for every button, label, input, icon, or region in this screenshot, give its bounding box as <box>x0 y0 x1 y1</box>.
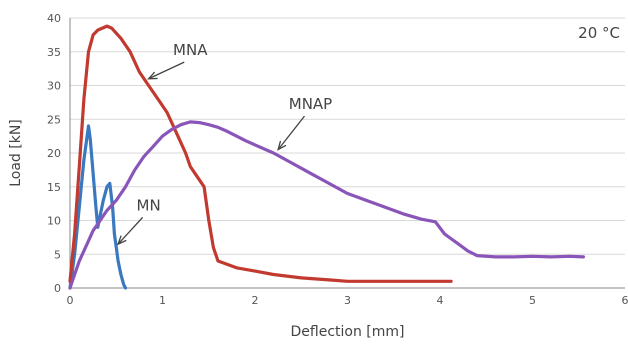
y-tick-label: 30 <box>47 80 61 93</box>
annotation-arrowhead <box>277 140 287 151</box>
annotation-arrow <box>117 216 144 245</box>
gridlines <box>70 17 625 255</box>
x-tick-label: 6 <box>622 294 628 307</box>
y-tick-label: 10 <box>47 215 61 228</box>
x-tick-label: 3 <box>344 294 351 307</box>
annotation-arrow <box>277 115 306 151</box>
x-tick-label: 4 <box>437 294 444 307</box>
y-axis-title: Load [kN] <box>8 119 24 187</box>
series-lines <box>68 24 586 290</box>
annotation-arrow <box>148 61 185 80</box>
series-mnap-line <box>68 120 586 290</box>
temperature-label: 20 °C <box>578 24 620 42</box>
annotation-mn: MN <box>137 196 161 214</box>
x-axis-title: Deflection [mm] <box>291 324 405 340</box>
y-tick-label: 40 <box>47 12 61 25</box>
annotation-arrowhead <box>116 235 127 246</box>
y-tick-label: 5 <box>54 248 61 261</box>
y-tick-label: 0 <box>54 282 61 295</box>
axes <box>69 18 625 289</box>
y-tick-label: 15 <box>47 181 61 194</box>
x-tick-label: 2 <box>252 294 259 307</box>
annotation-mnap: MNAP <box>289 95 332 113</box>
annotation-arrowhead <box>147 71 158 80</box>
y-tick-label: 20 <box>47 147 61 160</box>
annotations: MNA MNAP MN <box>116 41 332 246</box>
annotation-mna: MNA <box>173 41 208 59</box>
x-tick-labels: 0 1 2 3 4 5 6 <box>67 294 628 307</box>
series-mn-line <box>68 124 128 290</box>
x-tick-label: 1 <box>159 294 166 307</box>
x-tick-label: 5 <box>529 294 536 307</box>
series-mna-line <box>68 24 453 283</box>
x-tick-label: 0 <box>67 294 74 307</box>
y-tick-label: 35 <box>47 46 61 59</box>
y-tick-label: 25 <box>47 113 61 126</box>
y-tick-labels: 0 5 10 15 20 25 30 35 40 <box>47 12 61 295</box>
